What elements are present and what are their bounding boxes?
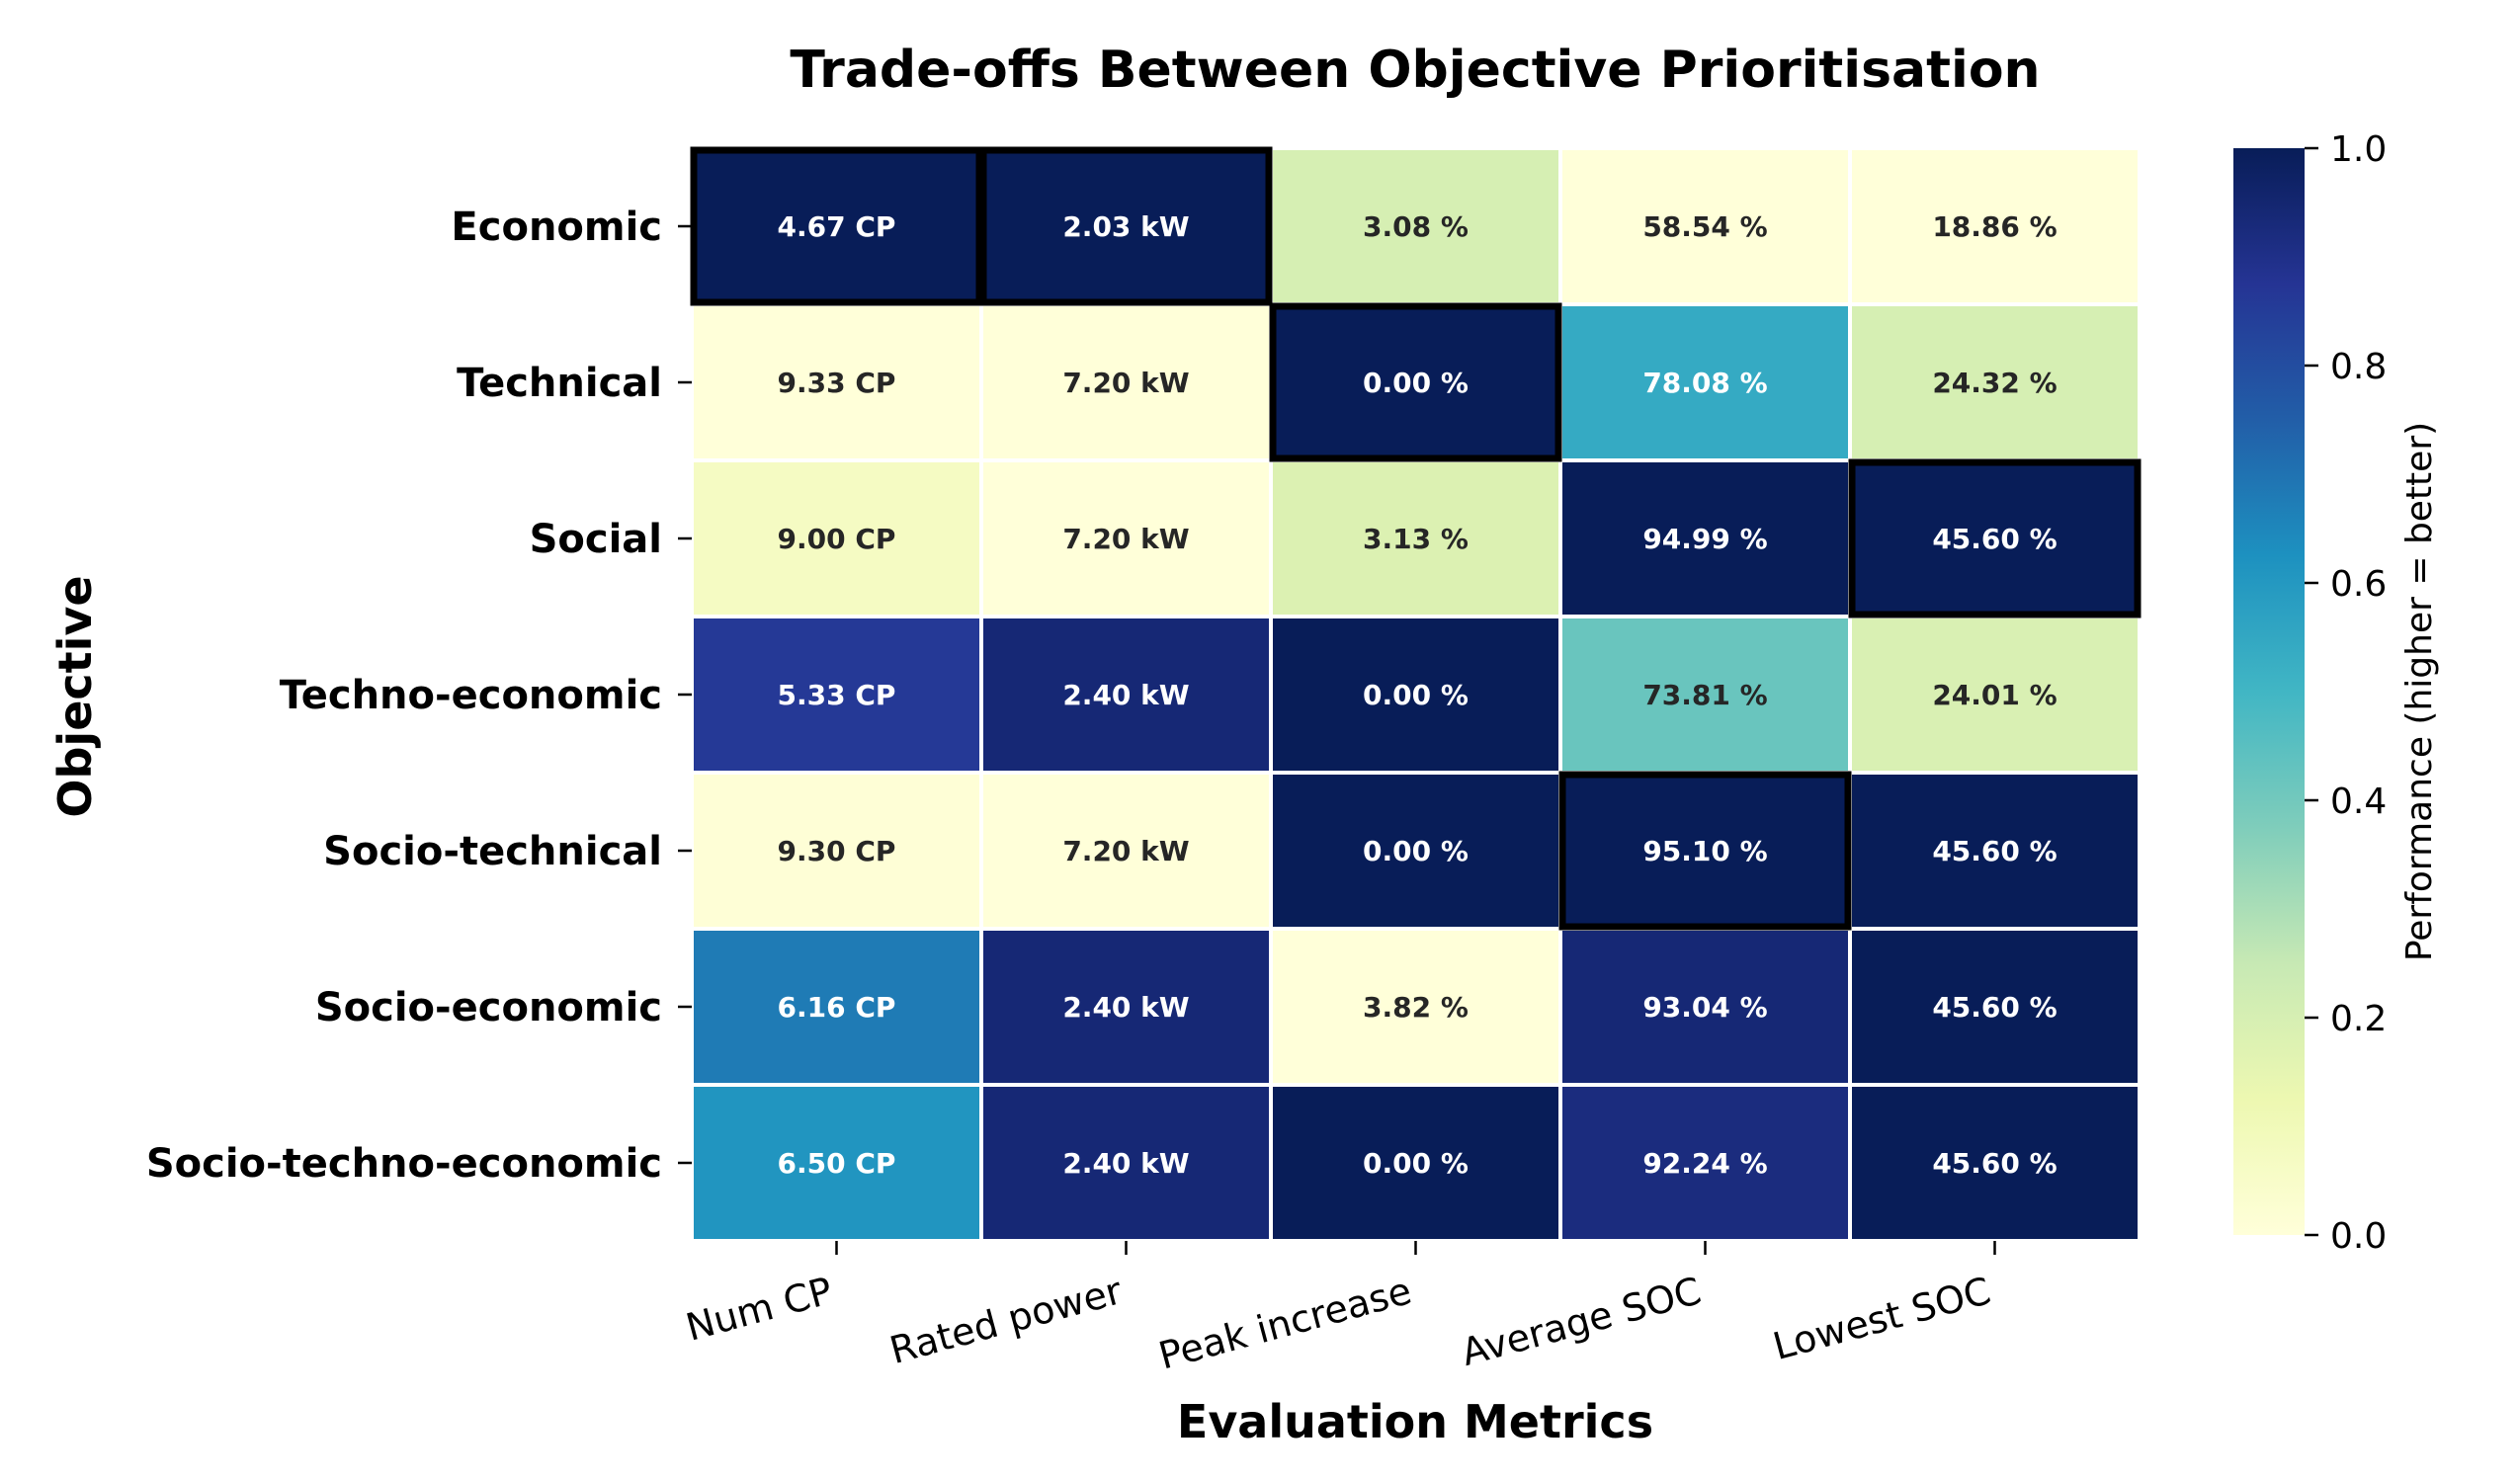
cell-label: 2.40 kW — [1062, 679, 1189, 711]
cell-label: 18.86 % — [1932, 210, 2057, 243]
row-label: Techno-economic — [280, 673, 662, 718]
cell-label: 9.30 CP — [778, 835, 896, 867]
row-label: Socio-technical — [323, 829, 662, 874]
highlight-box — [1558, 771, 1852, 931]
column-label: Lowest SOC — [1769, 1269, 1995, 1368]
column-label: Average SOC — [1457, 1269, 1706, 1374]
cell-label: 24.32 % — [1932, 367, 2057, 399]
colorbar: 0.0 0.2 0.4 0.6 0.8 1.0 Performance (higher =… — [2233, 129, 2440, 1257]
cell-label: 78.08 % — [1642, 367, 1767, 399]
heatmap-cells: 4.67 CP 2.03 kW 3.08 % 58.54 % 18.86 % 9.33 C… — [690, 146, 2142, 1243]
heatmap-cell — [1848, 771, 2142, 931]
colorbar-tick-label: 1.0 — [2330, 129, 2387, 170]
heatmap-cell — [1269, 146, 1562, 306]
cell-label: 6.16 CP — [778, 991, 896, 1024]
cell-label: 94.99 % — [1642, 523, 1767, 555]
highlight-box — [1848, 458, 2142, 618]
y-axis-label: Objective — [48, 575, 102, 817]
cell-label: 45.60 % — [1932, 523, 2057, 555]
x-axis-label: Evaluation Metrics — [1177, 1395, 1653, 1448]
cell-label: 0.00 % — [1363, 1147, 1469, 1180]
cell-label: 73.81 % — [1642, 679, 1767, 711]
heatmap-cell — [979, 771, 1273, 931]
column-label: Num CP — [682, 1269, 837, 1350]
heatmap-cell — [1848, 927, 2142, 1087]
heatmap-cell — [1269, 771, 1562, 931]
heatmap-cell — [690, 1083, 983, 1243]
heatmap-cell — [979, 146, 1273, 306]
row-label: Technical — [457, 361, 662, 406]
heatmap-cell — [1269, 927, 1562, 1087]
row-label: Economic — [451, 205, 662, 250]
cell-label: 93.04 % — [1642, 991, 1767, 1024]
cell-label: 0.00 % — [1363, 679, 1469, 711]
cell-label: 92.24 % — [1642, 1147, 1767, 1180]
row-label: Socio-economic — [315, 985, 662, 1030]
heatmap-cell — [1558, 458, 1852, 618]
heatmap-cell — [979, 615, 1273, 775]
colorbar-ticks: 0.0 0.2 0.4 0.6 0.8 1.0 — [2305, 129, 2387, 1257]
cell-label: 3.82 % — [1363, 991, 1469, 1024]
cell-label: 5.33 CP — [778, 679, 896, 711]
cell-label: 2.40 kW — [1062, 1147, 1189, 1180]
row-label: Social — [530, 517, 662, 562]
heatmap-cell — [1269, 615, 1562, 775]
heatmap-cell — [1848, 302, 2142, 462]
cell-label: 7.20 kW — [1062, 835, 1189, 867]
cell-label: 6.50 CP — [778, 1147, 896, 1180]
cell-label: 0.00 % — [1363, 835, 1469, 867]
colorbar-gradient — [2233, 148, 2305, 1235]
heatmap-cell — [1848, 615, 2142, 775]
cell-label: 24.01 % — [1932, 679, 2057, 711]
heatmap-cell — [1558, 615, 1852, 775]
colorbar-tick-label: 0.2 — [2330, 999, 2387, 1039]
cell-label: 2.40 kW — [1062, 991, 1189, 1024]
heatmap-cell — [979, 927, 1273, 1087]
heatmap-cell — [690, 146, 983, 306]
cell-label: 3.13 % — [1363, 523, 1469, 555]
cell-label: 9.00 CP — [778, 523, 896, 555]
chart-title: Trade-offs Between Objective Prioritisat… — [790, 41, 2040, 100]
cell-label: 95.10 % — [1642, 835, 1767, 867]
row-label: Socio-techno-economic — [146, 1141, 662, 1187]
heatmap-cell — [690, 771, 983, 931]
cell-label: 0.00 % — [1363, 367, 1469, 399]
heatmap-cell — [979, 458, 1273, 618]
cell-label: 45.60 % — [1932, 1147, 2057, 1180]
cell-label: 7.20 kW — [1062, 367, 1189, 399]
cell-label: 3.08 % — [1363, 210, 1469, 243]
heatmap-cell — [1558, 927, 1852, 1087]
highlight-box — [1269, 302, 1562, 462]
highlight-box — [690, 146, 983, 306]
colorbar-tick-label: 0.8 — [2330, 347, 2387, 387]
cell-label: 7.20 kW — [1062, 523, 1189, 555]
cell-label: 9.33 CP — [778, 367, 896, 399]
cell-label: 58.54 % — [1642, 210, 1767, 243]
cell-label: 2.03 kW — [1062, 210, 1189, 243]
column-labels: Num CP Rated power Peak increase Average SO… — [682, 1241, 1996, 1378]
cell-label: 4.67 CP — [778, 210, 896, 243]
colorbar-tick-label: 0.6 — [2330, 564, 2387, 605]
colorbar-tick-label: 0.0 — [2330, 1216, 2387, 1257]
cell-label: 45.60 % — [1932, 835, 2057, 867]
cell-label: 45.60 % — [1932, 991, 2057, 1024]
colorbar-label: Performance (higher = better) — [2399, 422, 2440, 961]
row-labels: Economic Technical Social Techno-economic So… — [146, 205, 692, 1187]
colorbar-tick-label: 0.4 — [2330, 782, 2387, 822]
highlight-box — [979, 146, 1273, 306]
highlight-boxes — [690, 146, 2142, 931]
column-label: Peak increase — [1154, 1269, 1416, 1377]
column-label: Rated power — [885, 1269, 1127, 1372]
